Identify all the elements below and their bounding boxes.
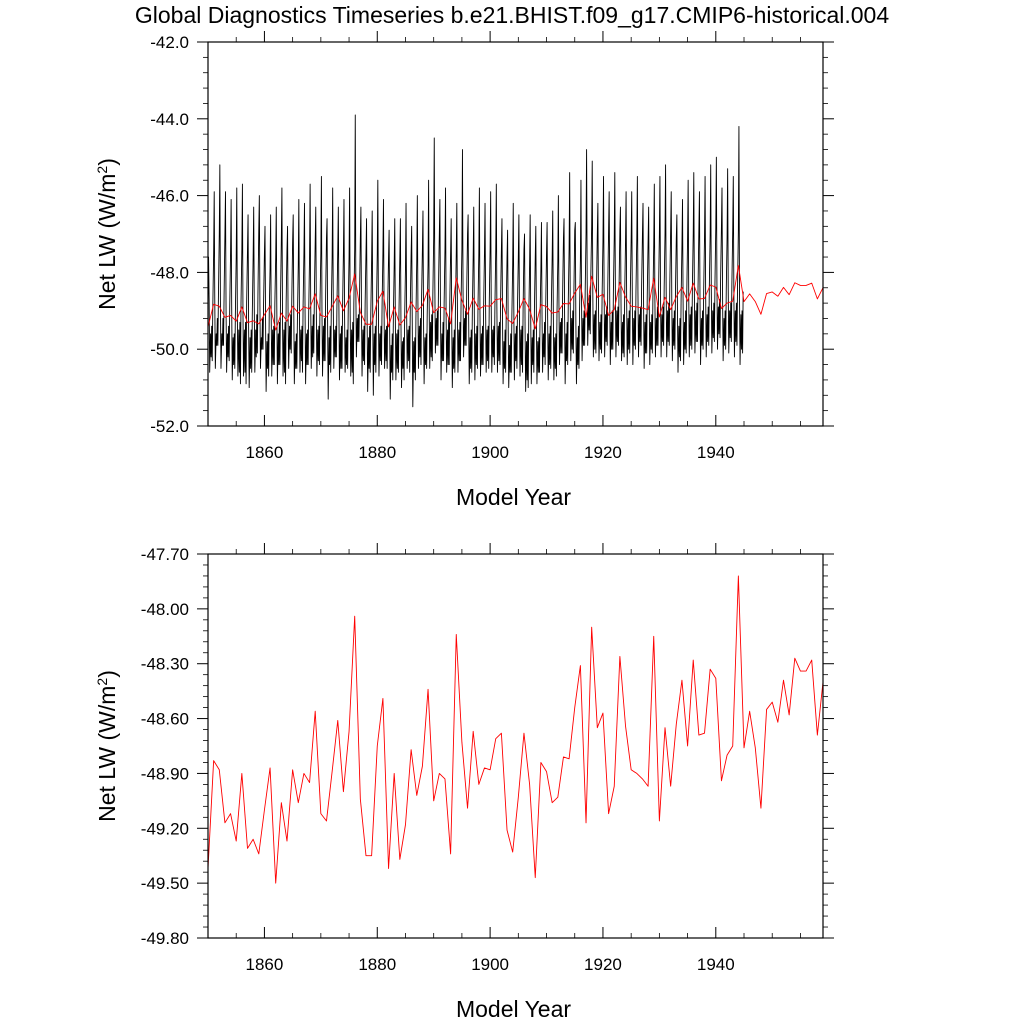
chart1-ytick-label: -52.0 [150,417,189,436]
chart2-series-annual-mean [208,575,823,884]
chart2-ylabel-main: Net LW (W/m [94,686,120,822]
chart1-ytick-label: -44.0 [150,110,189,129]
chart1-ytick-label: -48.0 [150,263,189,282]
chart2-xtick-label: 1880 [358,955,396,974]
chart1-xlabel: Model Year [456,484,571,510]
chart1-ytick-label: -50.0 [150,340,189,359]
chart1-ylabel: Net LW (W/m2) [94,158,120,310]
chart1-ylabel-end: ) [94,158,120,166]
chart2-panel: 1860 1880 1900 1920 1940 -49.80 -49.50 -49.20 -4… [94,543,834,1022]
chart2-ytick-label: -48.30 [141,655,189,674]
chart2-xtick-label: 1860 [246,955,284,974]
chart1-xtick-label: 1860 [246,443,284,462]
chart2-plot-frame [207,553,824,939]
chart2-ytick-label: -49.20 [141,819,189,838]
chart1-plot-frame [207,41,824,427]
chart2-ytick-label: -48.60 [141,710,189,729]
chart1-panel: 1860 1880 1900 1920 1940 -52.0 -50.0 -48.0 -46.0… [94,31,834,510]
chart2-ylabel-sup: 2 [94,678,110,686]
chart2-ylabel-end: ) [94,670,120,678]
chart2-ytick-label: -48.90 [141,764,189,783]
chart2-xtick-label: 1920 [584,955,622,974]
chart1-ylabel-sup: 2 [94,166,110,174]
chart1-series-monthly [208,114,744,408]
chart1-xtick-label: 1900 [471,443,509,462]
chart2-xlabel: Model Year [456,996,571,1022]
chart1-series-annual-mean [208,265,823,331]
chart1-xtick-label: 1880 [358,443,396,462]
chart1-ylabel-main: Net LW (W/m [94,174,120,310]
chart2-ytick-label: -49.50 [141,874,189,893]
chart1-ytick-label: -42.0 [150,33,189,52]
chart2-ytick-label: -48.00 [141,600,189,619]
chart2-xtick-label: 1900 [471,955,509,974]
chart1-xtick-label: 1940 [697,443,735,462]
page-title: Global Diagnostics Timeseries b.e21.BHIS… [134,2,890,28]
chart2-ytick-label: -49.80 [141,929,189,948]
chart2-xtick-label: 1940 [697,955,735,974]
chart2-ytick-label: -47.70 [141,545,189,564]
chart1-ytick-label: -46.0 [150,187,189,206]
chart1-xtick-label: 1920 [584,443,622,462]
chart2-ylabel: Net LW (W/m2) [94,670,120,822]
